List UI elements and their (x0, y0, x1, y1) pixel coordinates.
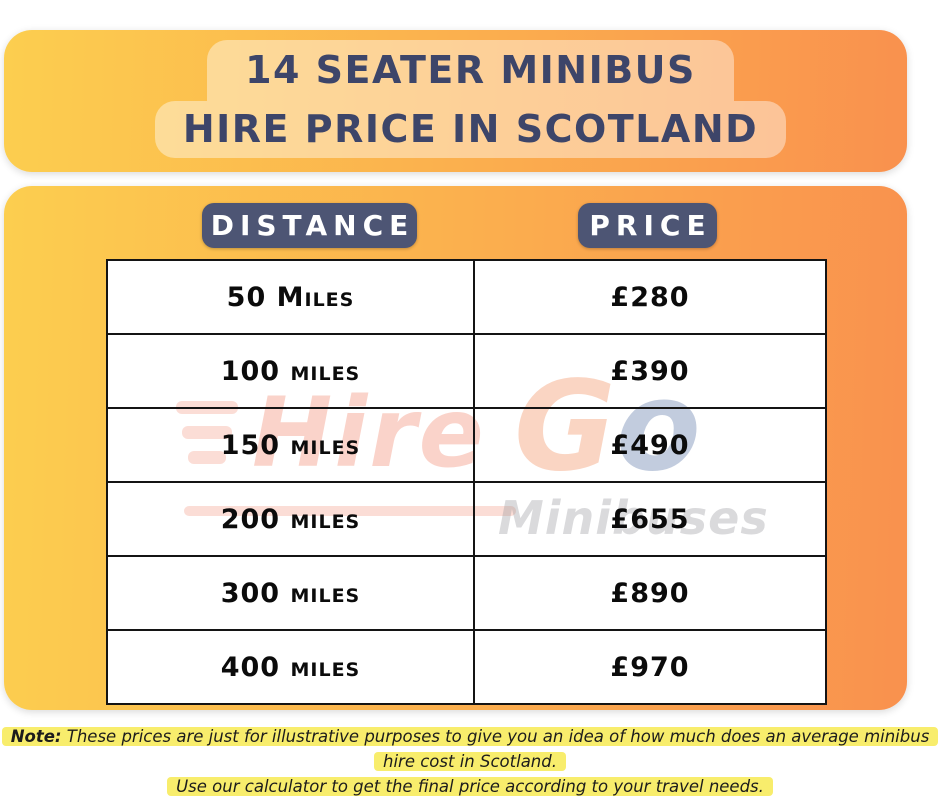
price-cell: £655 (473, 481, 827, 557)
distance-cell: 50 Miles (106, 259, 475, 335)
table-row: 100 miles £390 (106, 333, 827, 409)
note-text-line2: Use our calculator to get the final pric… (176, 777, 764, 796)
page-title: 14 SEATER MINIBUS HIRE PRICE IN SCOTLAND (19, 40, 922, 158)
table-row: 200 miles £655 (106, 481, 827, 557)
price-cell: £970 (473, 629, 827, 705)
distance-cell: 300 miles (106, 555, 475, 631)
distance-cell: 200 miles (106, 481, 475, 557)
title-line-2: HIRE PRICE IN SCOTLAND (154, 101, 787, 158)
note-text-line1: These prices are just for illustrative p… (66, 727, 930, 771)
table-row: 300 miles £890 (106, 555, 827, 631)
table-row: 400 miles £970 (106, 629, 827, 705)
table-row: 150 miles £490 (106, 407, 827, 483)
note-label: Note: (10, 727, 62, 746)
price-column-header: PRICE (578, 203, 717, 248)
price-table-sheet: Hire Go Minibuses 50 Miles £280 100 mile… (106, 259, 827, 705)
note-line-1: Note: These prices are just for illustra… (0, 724, 940, 774)
price-cell: £890 (473, 555, 827, 631)
price-cell: £490 (473, 407, 827, 483)
table-row: 50 Miles £280 (106, 259, 827, 335)
header-card: 14 SEATER MINIBUS HIRE PRICE IN SCOTLAND (4, 30, 907, 172)
distance-cell: 100 miles (106, 333, 475, 409)
title-line-1: 14 SEATER MINIBUS (207, 40, 734, 101)
note-line-2: Use our calculator to get the final pric… (0, 774, 940, 799)
distance-cell: 400 miles (106, 629, 475, 705)
price-cell: £390 (473, 333, 827, 409)
distance-column-header: DISTANCE (202, 203, 417, 248)
price-table: 50 Miles £280 100 miles £390 150 miles £… (106, 259, 827, 705)
pricing-card: DISTANCE PRICE Hire Go Minibuses 50 Mile… (4, 186, 907, 710)
price-cell: £280 (473, 259, 827, 335)
distance-cell: 150 miles (106, 407, 475, 483)
